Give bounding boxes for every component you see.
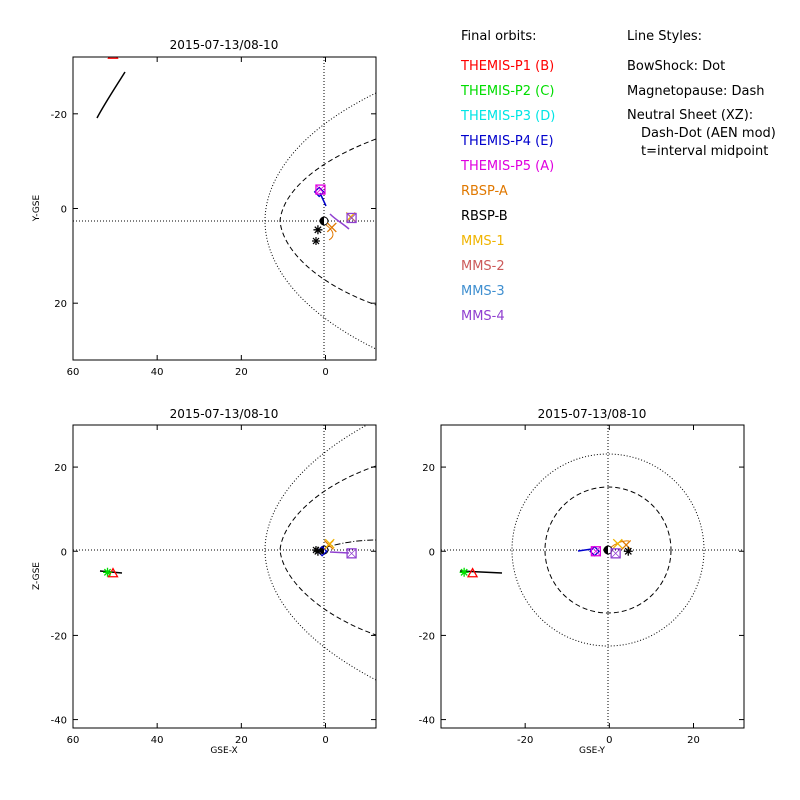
legend-style-entry: Dash-Dot (AEN mod) (641, 126, 776, 141)
x-tick-label: 20 (687, 735, 700, 746)
data-point (612, 538, 623, 549)
data-point (324, 538, 335, 549)
plot-frame (72, 56, 377, 361)
x-tick-label: 20 (235, 367, 248, 378)
x-tick-label: 0 (322, 735, 328, 746)
x-tick-label: 60 (67, 735, 80, 746)
legend-entry: THEMIS-P3 (D) (460, 109, 555, 124)
panel-xy: 2015-07-13/08-10 (32, 38, 377, 378)
x-axis-label: GSE-Y (579, 746, 606, 756)
data-point (315, 184, 326, 195)
data-point (459, 567, 469, 577)
plot-frame (440, 424, 745, 729)
y-tick-label: 0 (61, 205, 67, 216)
panel-title: 2015-07-13/08-10 (170, 407, 279, 421)
legend-entry: MMS-1 (461, 234, 505, 249)
legend-entry: RBSP-A (461, 184, 508, 199)
data-point (346, 548, 357, 559)
axis-ticks: 60 40 20 0 20 0 -20 -40 (51, 425, 376, 746)
data-point (346, 212, 357, 224)
data-point (623, 546, 633, 556)
plot-frame (72, 424, 377, 729)
axis-ticks: -20 0 20 20 0 -20 -40 (419, 425, 744, 746)
axis-ticks: 60 40 20 0 -20 0 20 (51, 57, 376, 378)
y-tick-label: 0 (429, 547, 435, 558)
orbit-track (329, 213, 350, 230)
legend-entry: THEMIS-P1 (B) (460, 59, 554, 74)
orbit-track (459, 570, 503, 574)
legend-entry: THEMIS-P5 (A) (460, 159, 554, 174)
y-axis-label: Z-GSE (32, 562, 42, 590)
plot-area (73, 41, 376, 360)
legend-orbit-list: THEMIS-P1 (B) THEMIS-P2 (C) THEMIS-P3 (D) T… (460, 59, 555, 324)
legend-style-entry: BowShock: Dot (627, 59, 725, 74)
panel-yz: 2015-07-13/08-10 -20 0 20 20 0 -20 -40 GSE-Y (419, 407, 745, 756)
legend: Final orbits: Line Styles: THEMIS-P1 (B)… (460, 29, 776, 324)
data-point (313, 225, 323, 235)
legend-style-entry: t=interval midpoint (641, 144, 768, 159)
data-point (103, 41, 112, 50)
marker-layer (103, 41, 357, 235)
x-tick-label: 40 (151, 735, 164, 746)
orbit-track (96, 71, 126, 119)
legend-entry: THEMIS-P4 (E) (460, 134, 554, 149)
y-axis-label: Y-GSE (32, 195, 42, 223)
magnetopause-curve (279, 465, 376, 636)
earth-symbol (319, 216, 329, 226)
legend-style-entry: Magnetopause: Dash (627, 84, 764, 99)
orbit-track (577, 548, 593, 552)
legend-style-entry: Neutral Sheet (XZ): (627, 108, 753, 123)
legend-styles-title: Line Styles: (627, 29, 702, 44)
legend-entry: MMS-3 (461, 284, 505, 299)
y-tick-label: -20 (51, 110, 67, 121)
data-point (326, 222, 337, 233)
orbit-track (329, 551, 350, 554)
legend-orbits-title: Final orbits: (461, 29, 537, 44)
marker-layer (103, 538, 357, 578)
panel-title: 2015-07-13/08-10 (538, 407, 647, 421)
x-axis-label: GSE-X (210, 746, 237, 756)
orbit-track (325, 224, 334, 241)
data-point (466, 567, 479, 578)
data-point (313, 546, 323, 556)
rbsp-b-marker-extra (312, 237, 320, 245)
legend-entry: RBSP-B (461, 209, 508, 224)
data-point (107, 57, 119, 59)
legend-style-list: BowShock: Dot Magnetopause: Dash Neutral S… (627, 59, 776, 159)
x-tick-label: 60 (67, 367, 80, 378)
plot-area (73, 425, 376, 728)
x-tick-label: 20 (235, 735, 248, 746)
data-point (621, 539, 632, 550)
y-tick-label: -40 (51, 716, 67, 727)
x-tick-label: 0 (606, 735, 612, 746)
y-tick-label: 20 (422, 463, 435, 474)
magnetopause-curve (544, 486, 672, 614)
neutral-sheet-curve (323, 539, 376, 549)
x-tick-label: 0 (322, 367, 328, 378)
earth-symbol (603, 545, 613, 555)
bow-shock-curve (264, 92, 376, 350)
y-tick-label: -20 (419, 631, 435, 642)
legend-entry: MMS-4 (461, 309, 505, 324)
data-point (610, 548, 621, 559)
y-tick-label: 0 (61, 547, 67, 558)
legend-entry: THEMIS-P2 (C) (460, 84, 554, 99)
bow-shock-curve (511, 453, 705, 647)
panel-title: 2015-07-13/08-10 (170, 38, 279, 52)
y-tick-label: 20 (54, 299, 67, 310)
y-tick-label: -20 (51, 631, 67, 642)
marker-layer (459, 538, 633, 578)
y-tick-label: 20 (54, 463, 67, 474)
x-tick-label: 40 (151, 367, 164, 378)
plot-area (441, 425, 744, 728)
x-tick-label: -20 (517, 735, 533, 746)
data-point (103, 567, 113, 577)
y-tick-label: -40 (419, 716, 435, 727)
legend-entry: MMS-2 (461, 259, 505, 274)
data-point (590, 546, 602, 557)
